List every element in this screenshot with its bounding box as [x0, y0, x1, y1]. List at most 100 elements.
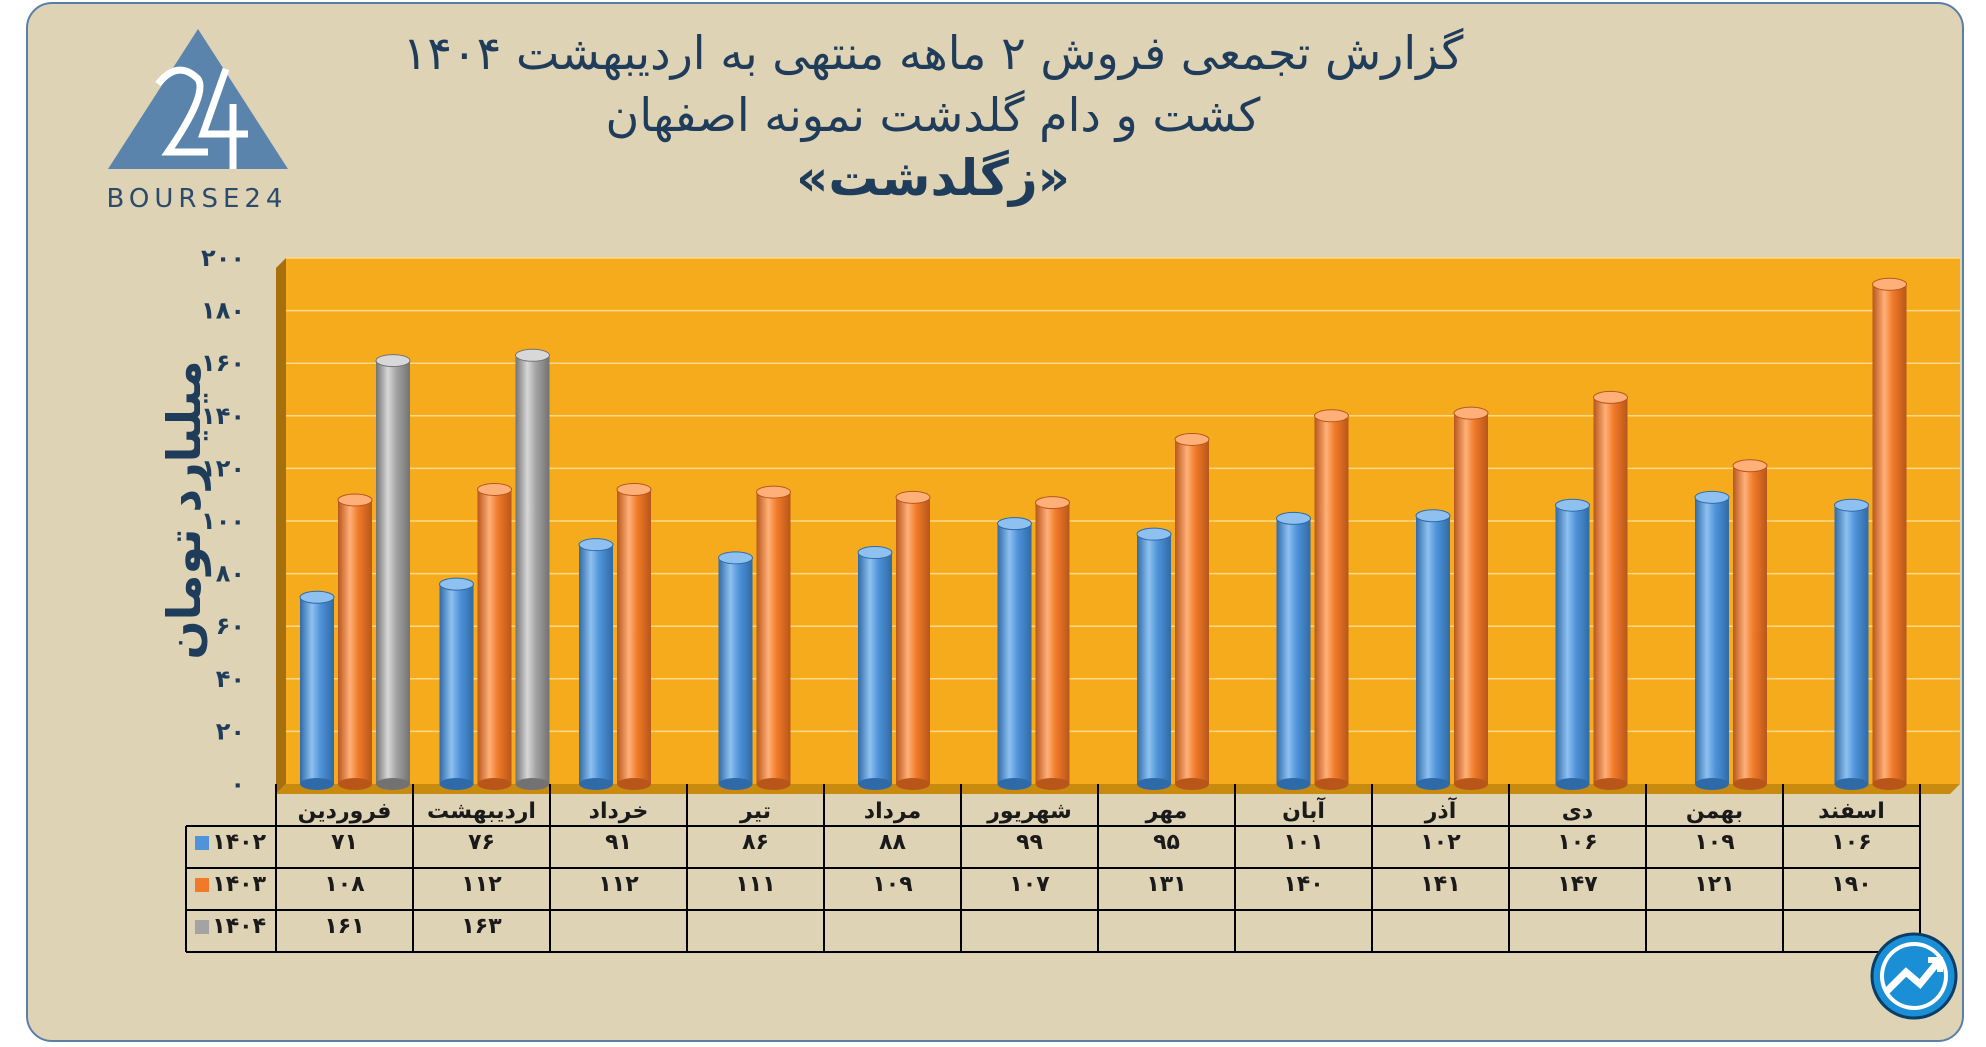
bar-top	[299, 590, 335, 604]
bar-۱۴۰۳	[337, 493, 373, 790]
bar-۱۴۰۲	[1694, 490, 1730, 790]
bar-۱۴۰۳	[1035, 496, 1070, 790]
bar-body	[718, 557, 753, 784]
bar-body	[300, 597, 334, 784]
bar-top	[375, 354, 411, 368]
legend-label: ۱۴۰۴	[212, 914, 266, 939]
bar-۱۴۰۲	[1415, 509, 1451, 790]
bar-base	[515, 778, 550, 790]
bar-۱۴۰۳	[616, 482, 652, 790]
bar-base	[1555, 778, 1590, 790]
y-tick-label: ۲۰	[216, 717, 245, 745]
bar-top	[1453, 406, 1489, 420]
bar-body	[1276, 518, 1311, 784]
data-label: ۱۱۲	[461, 872, 502, 897]
bar-base	[1834, 778, 1869, 790]
bar-body	[1454, 413, 1488, 784]
legend-label: ۱۴۰۳	[212, 872, 266, 897]
bar-top	[515, 348, 550, 362]
y-tick-label: ۱۸۰	[201, 297, 245, 325]
bar-body	[579, 544, 613, 784]
bar-top	[895, 490, 931, 504]
bar-top	[1555, 498, 1590, 512]
bar-base	[718, 778, 753, 790]
legend-swatch-۱۴۰۲	[195, 836, 209, 850]
bar-body	[477, 489, 512, 784]
bar-body	[997, 523, 1032, 784]
bar-base	[617, 778, 651, 790]
bar-top	[1314, 409, 1349, 423]
bar-body	[1695, 497, 1729, 784]
data-label: ۱۹۰	[1831, 872, 1871, 897]
bar-body	[617, 489, 651, 784]
bar-top	[718, 551, 753, 565]
bar-base	[1314, 778, 1349, 790]
bar-base	[300, 778, 334, 790]
bar-top	[1415, 509, 1451, 523]
bar-top	[477, 482, 512, 496]
trend-arrow-icon	[1870, 932, 1958, 1020]
bar-base	[1137, 778, 1171, 790]
category-label: خرداد	[589, 799, 649, 824]
y-tick-label: ۱۴۰	[201, 402, 245, 430]
bar-۱۴۰۲	[299, 590, 335, 790]
bar-top	[439, 577, 474, 591]
data-label: ۱۰۸	[324, 872, 365, 897]
bar-base	[1454, 778, 1488, 790]
bar-۱۴۰۲	[997, 517, 1032, 790]
y-tick-label: ۴۰	[216, 665, 245, 693]
bar-top	[1872, 277, 1907, 291]
category-label: مرداد	[864, 799, 921, 824]
legend-swatch-۱۴۰۳	[195, 878, 209, 892]
category-label: اردیبهشت	[427, 799, 536, 824]
data-label: ۱۳۱	[1146, 872, 1186, 897]
category-label: مهر	[1145, 799, 1188, 824]
bar-body	[1872, 284, 1907, 784]
data-label: ۱۲۱	[1694, 872, 1734, 897]
company-ticker: «زگلدشت»	[796, 149, 1070, 207]
data-label: ۱۰۱	[1283, 830, 1323, 855]
bar-body	[515, 355, 550, 784]
data-label: ۱۴۱	[1420, 872, 1460, 897]
legend-label: ۱۴۰۲	[212, 830, 266, 855]
data-label: ۱۰۹	[1694, 830, 1734, 855]
bar-top	[1593, 390, 1628, 404]
bar-body	[1175, 439, 1209, 784]
bar-base	[1872, 778, 1907, 790]
bar-۱۴۰۲	[578, 538, 614, 790]
category-label: فروردین	[298, 799, 392, 824]
y-tick-label: ۰	[230, 770, 245, 798]
data-label: ۱۰۷	[1009, 872, 1050, 897]
bar-base	[1593, 778, 1628, 790]
bar-body	[1593, 397, 1628, 784]
bar-base	[579, 778, 613, 790]
bar-base	[1276, 778, 1311, 790]
bar-base	[338, 778, 372, 790]
bar-body	[1834, 505, 1869, 784]
plot-side-wall	[276, 258, 286, 794]
bar-base	[896, 778, 930, 790]
bar-body	[896, 497, 930, 784]
bar-top	[1136, 527, 1172, 541]
data-label: ۱۱۱	[735, 872, 775, 897]
bar-۱۴۰۳	[895, 490, 931, 790]
legend-swatch-۱۴۰۴	[195, 920, 209, 934]
data-label: ۱۴۰	[1283, 872, 1323, 897]
bar-top	[578, 538, 614, 552]
bar-۱۴۰۲	[718, 551, 753, 790]
bar-top	[756, 485, 791, 499]
bar-base	[756, 778, 791, 790]
bar-base	[1695, 778, 1729, 790]
data-label: ۸۸	[879, 830, 906, 855]
bar-base	[997, 778, 1032, 790]
data-label: ۱۰۲	[1420, 830, 1461, 855]
y-tick-label: ۲۰۰	[201, 244, 245, 272]
bar-base	[1035, 778, 1070, 790]
category-label: شهریور	[986, 799, 1072, 824]
bar-top	[1276, 511, 1311, 525]
bar-base	[1416, 778, 1450, 790]
bar-۱۴۰۲	[1555, 498, 1590, 790]
bar-body	[1555, 505, 1590, 784]
bar-۱۴۰۳	[1453, 406, 1489, 790]
